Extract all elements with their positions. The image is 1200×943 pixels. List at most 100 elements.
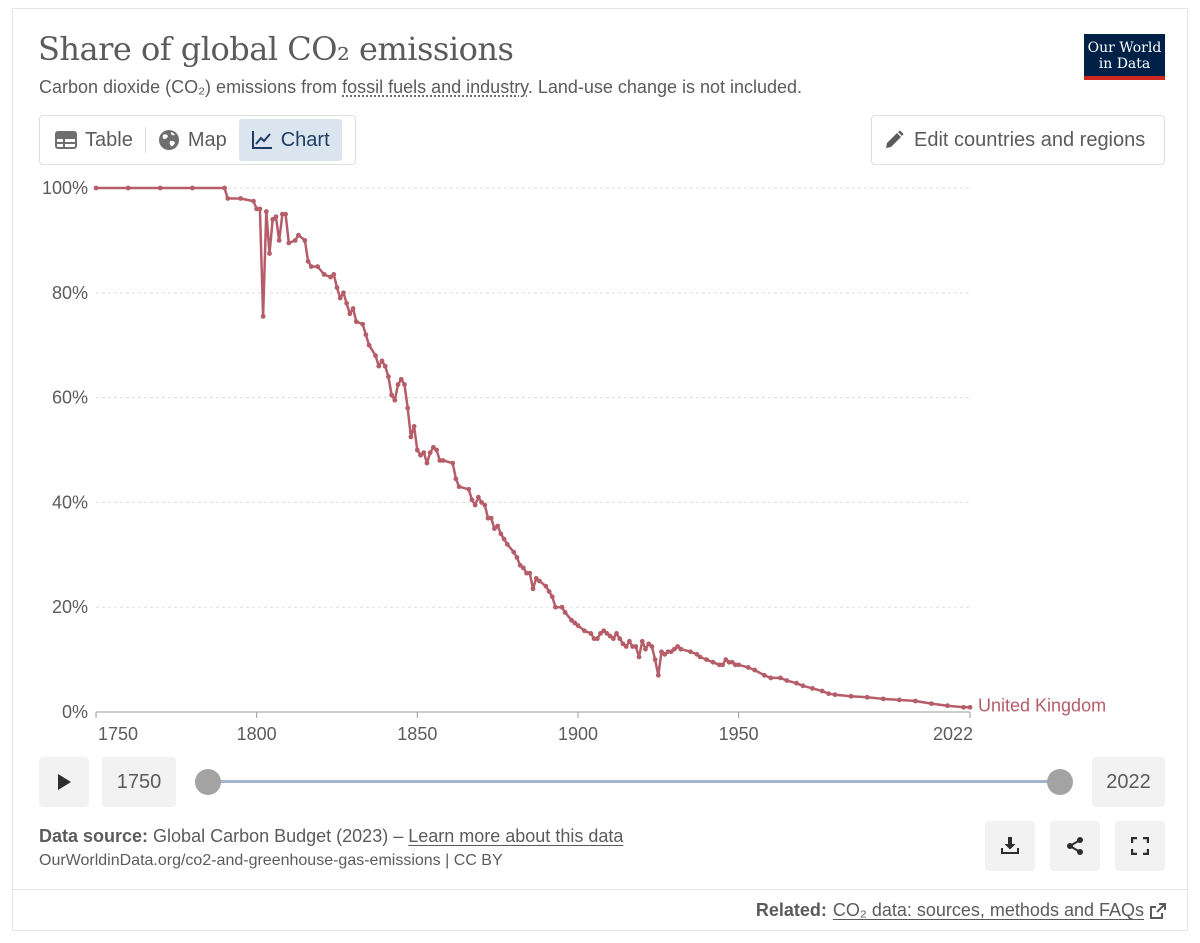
- data-point[interactable]: [639, 638, 645, 644]
- data-point[interactable]: [440, 458, 446, 463]
- data-point[interactable]: [386, 374, 391, 380]
- data-point[interactable]: [263, 209, 269, 214]
- data-point[interactable]: [222, 185, 227, 191]
- data-point[interactable]: [276, 238, 282, 243]
- share-button[interactable]: [1050, 821, 1100, 871]
- data-point[interactable]: [530, 586, 536, 592]
- data-point[interactable]: [411, 424, 417, 429]
- data-point[interactable]: [434, 447, 440, 453]
- data-point[interactable]: [353, 319, 359, 325]
- data-point[interactable]: [292, 238, 298, 243]
- data-point[interactable]: [533, 575, 539, 581]
- data-point[interactable]: [912, 698, 918, 704]
- data-point[interactable]: [671, 646, 677, 652]
- data-point[interactable]: [418, 452, 423, 458]
- data-point[interactable]: [864, 694, 870, 700]
- data-point[interactable]: [588, 631, 594, 636]
- download-button[interactable]: [985, 821, 1035, 871]
- data-point[interactable]: [826, 691, 832, 697]
- data-point[interactable]: [601, 628, 607, 634]
- data-point[interactable]: [896, 697, 902, 703]
- data-point[interactable]: [675, 644, 680, 649]
- data-point[interactable]: [543, 583, 549, 589]
- data-point[interactable]: [961, 704, 966, 710]
- data-point[interactable]: [604, 631, 610, 636]
- data-point[interactable]: [408, 434, 414, 440]
- data-point[interactable]: [736, 662, 742, 668]
- data-point[interactable]: [514, 555, 520, 560]
- data-point[interactable]: [469, 497, 475, 503]
- data-point[interactable]: [414, 447, 420, 453]
- data-point[interactable]: [594, 636, 600, 642]
- data-point[interactable]: [784, 678, 790, 683]
- data-point[interactable]: [623, 644, 629, 649]
- data-point[interactable]: [723, 657, 729, 662]
- data-point[interactable]: [341, 290, 346, 296]
- data-point[interactable]: [704, 657, 709, 662]
- data-point[interactable]: [729, 659, 735, 665]
- data-point[interactable]: [694, 651, 700, 657]
- data-point[interactable]: [527, 570, 533, 576]
- data-point[interactable]: [296, 232, 301, 238]
- data-point[interactable]: [482, 502, 488, 508]
- data-point[interactable]: [848, 693, 854, 699]
- data-point[interactable]: [238, 196, 243, 201]
- data-point[interactable]: [745, 665, 751, 670]
- data-point[interactable]: [678, 646, 684, 652]
- data-point[interactable]: [321, 272, 327, 277]
- data-point[interactable]: [251, 198, 256, 204]
- data-point[interactable]: [373, 353, 378, 359]
- data-point[interactable]: [405, 405, 411, 411]
- data-point[interactable]: [504, 541, 510, 547]
- data-point[interactable]: [649, 644, 655, 649]
- data-point[interactable]: [607, 633, 613, 639]
- data-point[interactable]: [761, 672, 767, 678]
- fossil-fuels-link[interactable]: fossil fuels and industry: [342, 77, 528, 97]
- data-point[interactable]: [427, 450, 433, 456]
- data-point[interactable]: [819, 688, 825, 694]
- data-point[interactable]: [569, 617, 574, 623]
- learn-more-link[interactable]: Learn more about this data: [408, 826, 624, 846]
- data-point[interactable]: [398, 376, 404, 382]
- data-point[interactable]: [668, 649, 674, 655]
- data-point[interactable]: [382, 363, 388, 369]
- data-point[interactable]: [363, 332, 369, 338]
- data-point[interactable]: [376, 363, 382, 369]
- data-point[interactable]: [395, 382, 401, 387]
- data-point[interactable]: [537, 578, 542, 584]
- data-point[interactable]: [350, 306, 356, 311]
- data-point[interactable]: [652, 657, 658, 662]
- data-point[interactable]: [225, 196, 231, 201]
- data-point[interactable]: [511, 549, 517, 555]
- data-point[interactable]: [430, 444, 436, 450]
- data-point[interactable]: [768, 675, 774, 681]
- timeline-track[interactable]: [208, 780, 1060, 783]
- data-point[interactable]: [501, 536, 507, 542]
- data-point[interactable]: [495, 523, 501, 529]
- data-point[interactable]: [453, 476, 459, 482]
- data-point[interactable]: [337, 295, 343, 301]
- data-point[interactable]: [720, 662, 725, 668]
- data-point[interactable]: [360, 321, 366, 327]
- play-button[interactable]: [39, 757, 89, 807]
- data-point[interactable]: [267, 251, 272, 256]
- data-point[interactable]: [331, 272, 337, 277]
- data-point[interactable]: [260, 313, 266, 319]
- data-point[interactable]: [572, 620, 578, 626]
- tab-chart[interactable]: Chart: [238, 119, 342, 161]
- data-point[interactable]: [308, 264, 314, 269]
- data-point[interactable]: [402, 382, 407, 387]
- data-point[interactable]: [636, 654, 642, 660]
- data-point[interactable]: [347, 311, 353, 317]
- data-point[interactable]: [93, 185, 99, 191]
- data-point[interactable]: [617, 636, 623, 642]
- series-label[interactable]: United Kingdom: [978, 695, 1106, 715]
- data-point[interactable]: [643, 646, 648, 652]
- data-point[interactable]: [610, 636, 616, 642]
- data-point[interactable]: [794, 680, 799, 686]
- data-point[interactable]: [626, 638, 632, 644]
- data-point[interactable]: [800, 683, 806, 689]
- data-point[interactable]: [273, 214, 279, 220]
- data-point[interactable]: [562, 610, 568, 615]
- data-point[interactable]: [189, 185, 195, 191]
